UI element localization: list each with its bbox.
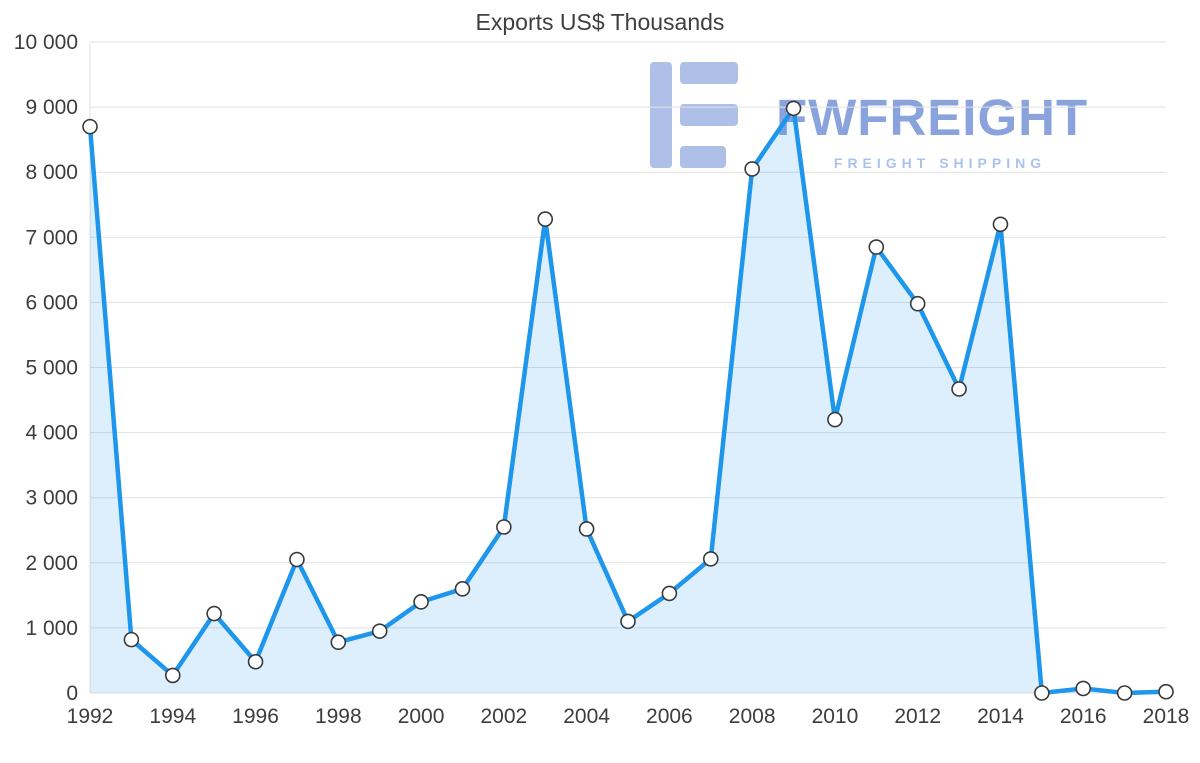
data-point-marker: [82, 118, 98, 135]
axis-labels: 0 1 000 2 000 3 000 4 000 5 000 6 000 7 000 8 00…: [14, 31, 1190, 728]
x-axis-label: 2014: [977, 705, 1024, 728]
area-fill: [90, 108, 1166, 694]
data-point-marker: [537, 211, 554, 227]
data-point-marker: [330, 634, 347, 651]
data-point-marker: [620, 613, 636, 630]
data-point-marker: [413, 594, 429, 610]
data-point-marker: [578, 521, 595, 537]
x-axis-label: 2016: [1060, 705, 1107, 728]
y-axis-label: 5 000: [25, 357, 78, 380]
data-point-marker: [371, 623, 388, 639]
data-point-marker: [164, 667, 181, 684]
data-point-marker: [496, 519, 512, 535]
y-axis-label: 7 000: [25, 226, 78, 249]
y-axis-label: 6 000: [25, 291, 78, 314]
data-point-marker: [1075, 680, 1092, 697]
x-axis-label: 1992: [67, 705, 114, 728]
y-axis-label: 0: [66, 682, 78, 705]
data-point-marker: [868, 239, 885, 255]
data-point-marker: [951, 381, 967, 397]
data-point-marker: [992, 216, 1009, 233]
data-point-marker: [702, 551, 719, 567]
data-point-marker: [1116, 685, 1133, 701]
y-axis-label: 2 000: [25, 552, 78, 575]
y-axis-label: 8 000: [25, 161, 78, 184]
data-point-marker: [744, 161, 760, 177]
x-axis-label: 2008: [729, 705, 776, 728]
y-axis-label: 10 000: [14, 31, 78, 54]
data-point-marker: [454, 581, 471, 597]
data-point-marker: [206, 605, 222, 622]
x-axis-label: 2018: [1143, 705, 1190, 728]
x-axis-label: 1994: [149, 705, 196, 728]
x-axis-label: 2002: [480, 705, 527, 728]
data-point-marker: [1034, 685, 1050, 701]
data-point-marker: [123, 631, 140, 648]
y-axis-label: 9 000: [25, 96, 78, 119]
x-axis-label: 2000: [398, 705, 445, 728]
data-point-marker: [1158, 683, 1174, 700]
data-point-marker: [247, 653, 264, 670]
y-axis-label: 3 000: [25, 487, 78, 510]
data-point-marker: [289, 551, 305, 568]
chart-title: Exports US$ Thousands: [475, 9, 725, 35]
data-markers: [82, 100, 1174, 701]
data-point-marker: [661, 585, 678, 602]
x-axis-label: 2004: [563, 705, 610, 728]
x-axis-label: 2012: [894, 705, 941, 728]
data-point-marker: [909, 295, 926, 312]
x-axis-label: 2010: [812, 705, 859, 728]
data-point-marker: [827, 411, 843, 428]
x-axis-label: 1998: [315, 705, 362, 728]
y-axis-label: 4 000: [25, 422, 78, 445]
x-axis-label: 1996: [232, 705, 279, 728]
data-point-marker: [785, 100, 802, 117]
y-axis-label: 1 000: [25, 617, 78, 640]
x-axis-label: 2006: [646, 705, 693, 728]
